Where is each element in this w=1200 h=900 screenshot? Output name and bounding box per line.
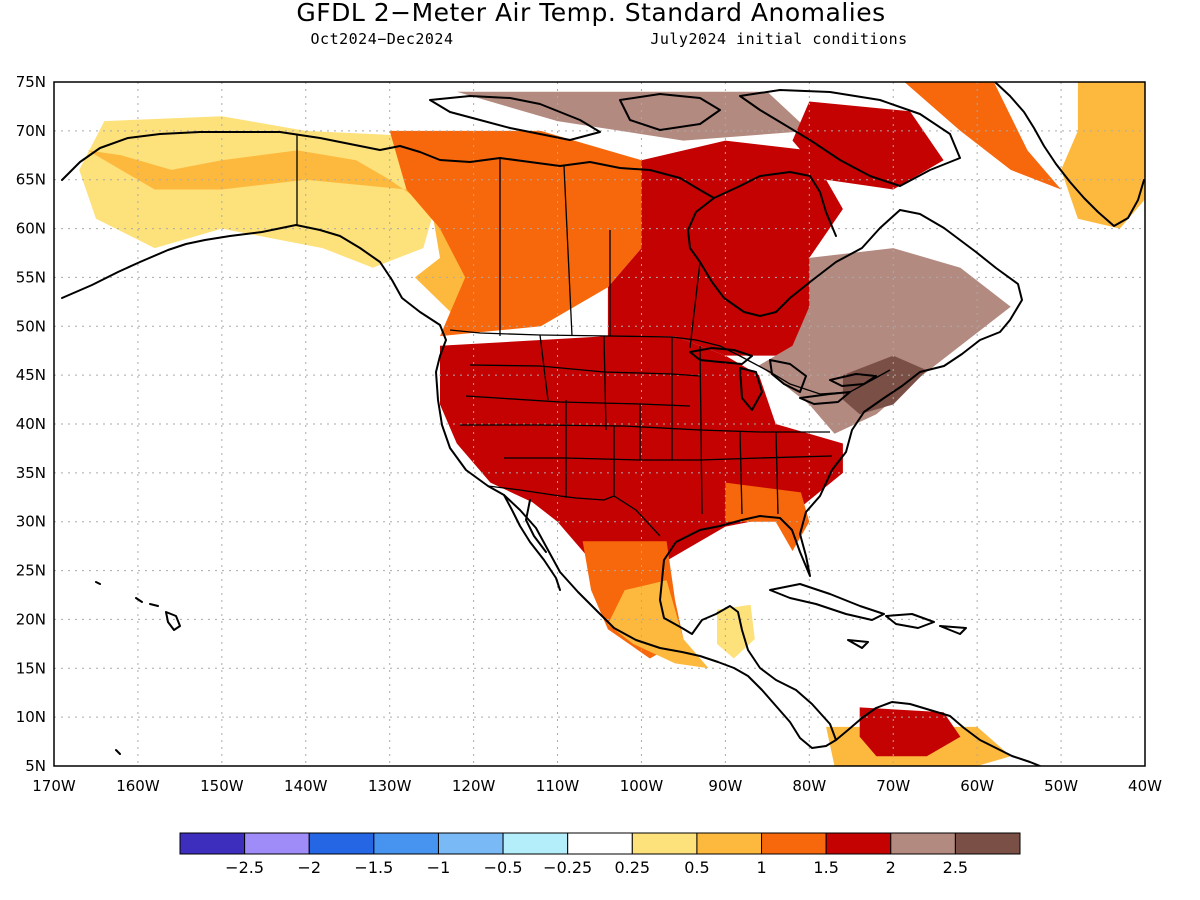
lat-tick-label: 55N <box>16 268 46 286</box>
lat-tick-label: 70N <box>16 122 46 140</box>
anomaly-region-10 <box>842 355 927 415</box>
colorbar-tick-label: −1 <box>427 858 451 877</box>
lat-tick-label: 5N <box>25 757 46 775</box>
colorbar-swatch <box>825 832 892 855</box>
longitude-tick-labels: 170W 160W 150W 140W 130W 120W 110W 100W 90W 80W 70… <box>32 777 1162 795</box>
arctic-islands-coastline <box>429 89 961 187</box>
subtitle-initial-conditions: July2024 initial conditions <box>650 30 907 48</box>
lat-tick-label: 15N <box>16 659 46 677</box>
colorbar-swatch <box>696 832 763 855</box>
cuba-caribbean-coastline <box>769 583 967 649</box>
lat-tick-label: 10N <box>16 708 46 726</box>
colorbar-tick-label: −2.5 <box>225 858 264 877</box>
colorbar-tick-label: 1 <box>756 858 766 877</box>
anomaly-region-13 <box>904 82 1062 190</box>
hawaii-coastline <box>95 581 181 755</box>
canada-province-borders <box>499 158 701 349</box>
lat-tick-label: 30N <box>16 513 46 531</box>
baja-coastline <box>503 494 561 591</box>
us-canada-border <box>449 329 891 395</box>
colorbar-swatch <box>954 832 1021 855</box>
colorbar-tick-label: 0.25 <box>614 858 650 877</box>
colorbar-tick-label: 2 <box>886 858 896 877</box>
lat-tick-label: 20N <box>16 610 46 628</box>
gulf-coastline <box>659 209 1023 741</box>
figure-title: GFDL 2−Meter Air Temp. Standard Anomalie… <box>296 0 885 27</box>
map-frame <box>53 81 1146 767</box>
lat-tick-label: 45N <box>16 366 46 384</box>
anomaly-region-14 <box>1061 82 1145 229</box>
colorbar-swatch <box>631 832 698 855</box>
colorbar-swatch <box>502 832 569 855</box>
lon-tick-label: 120W <box>452 777 496 795</box>
colorbar-swatch <box>179 832 246 855</box>
political-borders <box>296 134 891 537</box>
colorbar-tick-label: 0.5 <box>684 858 709 877</box>
colorbar-swatch <box>890 832 956 855</box>
anomaly-region-3 <box>607 140 843 356</box>
anomaly-region-7 <box>607 580 709 669</box>
map-area <box>54 82 1145 766</box>
south-america-coastline <box>835 701 1041 766</box>
map-gridlines <box>54 82 1145 766</box>
colorbar <box>179 832 1021 855</box>
colorbar-swatch <box>437 832 504 855</box>
anomaly-region-0 <box>79 116 440 268</box>
lon-tick-label: 50W <box>1044 777 1078 795</box>
lon-tick-label: 160W <box>116 777 160 795</box>
lon-tick-label: 110W <box>536 777 580 795</box>
us-state-borders <box>460 334 833 515</box>
colorbar-swatch <box>373 832 439 855</box>
lon-tick-label: 60W <box>960 777 994 795</box>
anomaly-region-16 <box>859 707 961 757</box>
colorbar-labels: −2.5 −2 −1.5 −1 −0.5 −0.25 0.25 0.5 1 1.5 2 2.5 <box>225 858 968 877</box>
colorbar-tick-label: −0.25 <box>543 858 592 877</box>
lat-tick-label: 40N <box>16 415 46 433</box>
lon-tick-label: 90W <box>708 777 742 795</box>
colorbar-tick-label: 2.5 <box>943 858 968 877</box>
lon-tick-label: 140W <box>284 777 328 795</box>
lat-tick-label: 35N <box>16 464 46 482</box>
anomaly-region-8 <box>717 604 755 659</box>
anomaly-region-11 <box>456 91 810 141</box>
lat-tick-label: 50N <box>16 317 46 335</box>
colorbar-tick-label: −0.5 <box>484 858 523 877</box>
lon-tick-label: 150W <box>200 777 244 795</box>
lon-tick-label: 40W <box>1128 777 1162 795</box>
colorbar-swatch <box>244 832 310 855</box>
arctic-coastline <box>61 131 715 199</box>
greenland-coastline <box>994 82 1145 227</box>
anomaly-region-9 <box>759 248 1011 434</box>
north-america-coastline <box>61 224 837 749</box>
colorbar-tick-label: −2 <box>297 858 321 877</box>
us-mexico-border <box>487 485 661 537</box>
colorbar-tick-label: −1.5 <box>354 858 393 877</box>
colorbar-swatch <box>308 832 375 855</box>
colorbar-swatch <box>761 832 827 855</box>
colorbar-tick-label: 1.5 <box>813 858 838 877</box>
lon-tick-label: 130W <box>368 777 412 795</box>
lon-tick-label: 70W <box>876 777 910 795</box>
anomaly-region-2 <box>389 130 642 337</box>
latitude-tick-labels: 5N 10N 15N 20N 25N 30N 35N 40N 45N 50N 55N 60N 65N 70… <box>16 73 46 775</box>
subtitle-period: Oct2024−Dec2024 <box>311 30 454 48</box>
lon-tick-label: 80W <box>792 777 826 795</box>
lat-tick-label: 75N <box>16 73 46 91</box>
lon-tick-label: 170W <box>32 777 76 795</box>
lat-tick-label: 60N <box>16 220 46 238</box>
lat-tick-label: 65N <box>16 171 46 189</box>
anomaly-region-12 <box>792 101 944 190</box>
lon-tick-label: 100W <box>620 777 664 795</box>
colorbar-swatch <box>567 832 633 855</box>
lat-tick-label: 25N <box>16 562 46 580</box>
